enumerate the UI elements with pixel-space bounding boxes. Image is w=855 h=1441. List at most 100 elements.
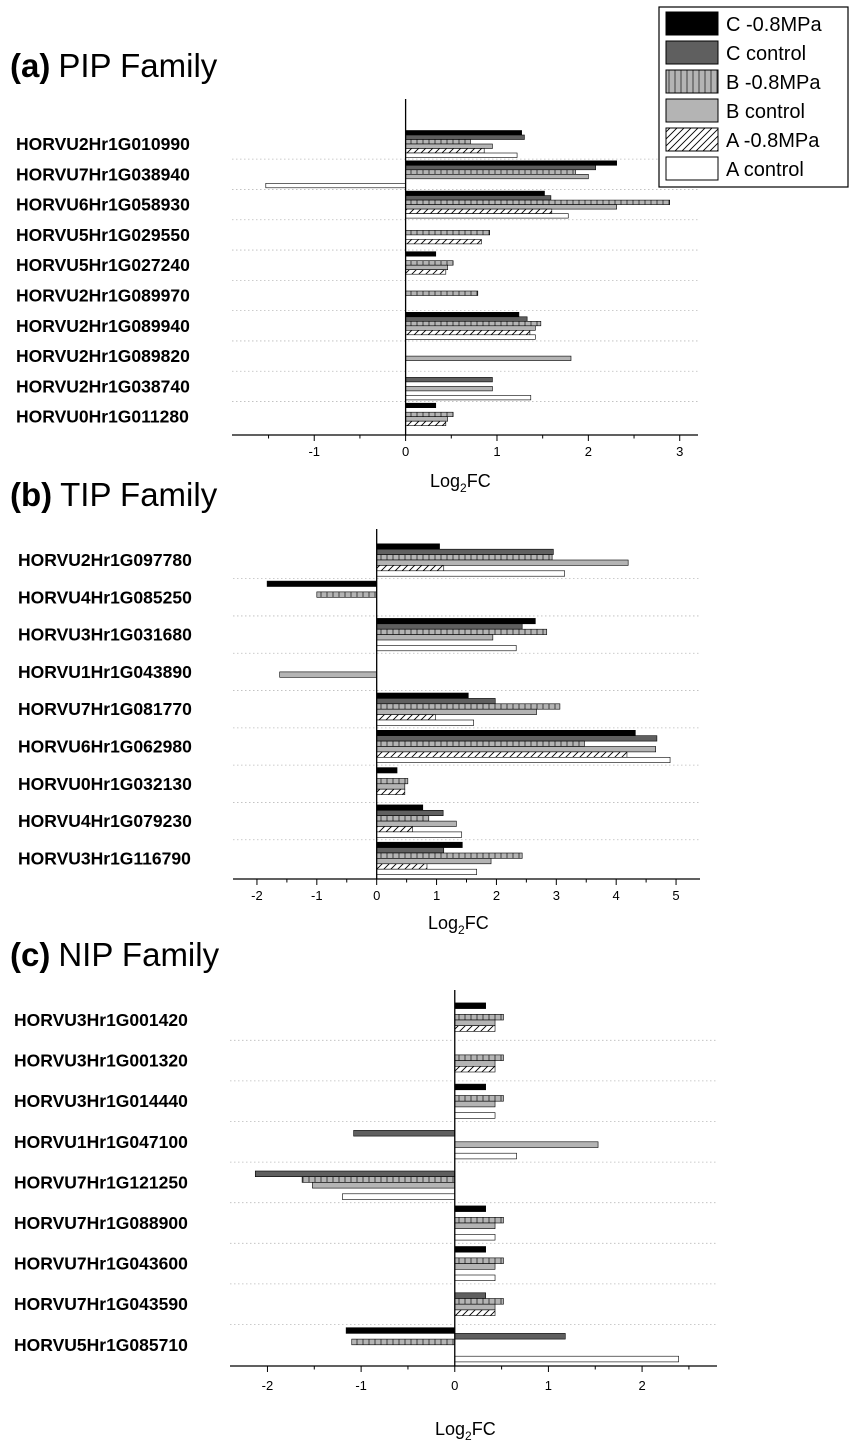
bar-b-stress	[376, 852, 523, 859]
bar-a-stress	[405, 239, 482, 245]
bar-b-stress	[454, 1257, 504, 1264]
bar-c-control	[405, 195, 552, 201]
legend-label: A control	[726, 159, 804, 181]
legend-swatch-b-stress	[665, 69, 719, 94]
legend-label: B control	[726, 101, 805, 123]
bar-a-stress	[376, 863, 428, 870]
gene-label: HORVU3Hr1G001320	[14, 1051, 188, 1071]
bar-c-stress	[376, 767, 398, 774]
gene-label: HORVU5Hr1G085710	[14, 1335, 188, 1355]
x-tick-label: 3	[676, 444, 683, 459]
bar-b-stress	[376, 778, 409, 785]
x-tick-label: 1	[545, 1378, 552, 1393]
bar-a-control	[454, 1152, 517, 1160]
bar-c-control	[376, 735, 658, 742]
bar-a-control	[376, 868, 477, 875]
legend-swatch-b-control	[665, 98, 719, 123]
x-axis-label: Log2FC	[430, 471, 491, 495]
bar-b-control	[405, 143, 493, 149]
bar-c-stress	[405, 311, 520, 318]
bar-c-stress	[376, 543, 440, 550]
gene-label: HORVU3Hr1G116790	[18, 848, 191, 868]
bar-a-control	[454, 1112, 496, 1119]
gene-label: HORVU7Hr1G038940	[16, 164, 190, 184]
bar-a-control	[376, 719, 474, 726]
x-tick-label: 1	[433, 888, 440, 903]
bar-c-stress	[376, 841, 463, 848]
bar-a-control	[405, 395, 532, 401]
bar-a-control	[405, 152, 518, 158]
bar-b-control	[405, 264, 448, 271]
bar-a-control	[454, 1355, 679, 1363]
bar-a-stress	[376, 788, 406, 795]
bar-a-stress	[454, 1309, 496, 1316]
bar-c-stress	[405, 190, 545, 196]
bar-a-stress	[405, 269, 447, 275]
legend-label: C control	[726, 43, 806, 65]
bar-b-control	[454, 1019, 496, 1026]
gene-label: HORVU6Hr1G062980	[18, 737, 192, 757]
bar-c-control	[454, 1333, 566, 1340]
bar-b-control	[376, 708, 537, 715]
x-tick-label: 2	[493, 888, 500, 903]
x-tick-label: 4	[613, 888, 620, 903]
bar-b-control	[454, 1100, 496, 1108]
bar-c-stress	[376, 729, 636, 736]
x-axis-label: Log2FC	[428, 913, 489, 937]
bar-a-stress	[376, 565, 445, 572]
gene-label: HORVU3Hr1G014440	[14, 1091, 188, 1111]
bar-a-stress	[376, 751, 628, 758]
bar-a-stress	[454, 1066, 496, 1073]
gene-label: HORVU7Hr1G081770	[18, 699, 192, 719]
bar-c-control	[353, 1130, 456, 1137]
panel-a-pip-chart: HORVU2Hr1G010990 HORVU7Hr1G038940 HORVU6Hr…	[16, 99, 698, 495]
bar-b-control	[454, 1263, 496, 1270]
gene-label: HORVU1Hr1G047100	[14, 1132, 188, 1152]
bar-c-stress	[454, 1083, 486, 1091]
gene-label: HORVU1Hr1G043890	[18, 662, 192, 682]
bar-b-stress	[454, 1217, 504, 1224]
gene-label: HORVU2Hr1G089820	[16, 346, 190, 366]
bar-b-stress	[454, 1298, 504, 1305]
panel-c-nip-chart: HORVU3Hr1G001420 HORVU3Hr1G001320 HORVU3Hr…	[14, 990, 717, 1441]
bar-b-control	[405, 325, 536, 331]
gene-label: HORVU3Hr1G031680	[18, 625, 192, 645]
bar-c-stress	[376, 804, 424, 811]
gene-label: HORVU0Hr1G032130	[18, 774, 192, 794]
bar-c-control	[376, 548, 554, 555]
bar-c-control	[405, 134, 525, 140]
legend-label: B -0.8MPa	[726, 72, 821, 94]
bar-b-stress	[405, 260, 454, 266]
bar-b-control	[376, 858, 492, 865]
gene-label: HORVU2Hr1G038740	[16, 376, 190, 396]
x-tick-label: -1	[311, 888, 323, 903]
bar-a-control	[342, 1193, 456, 1200]
bar-b-stress	[454, 1095, 504, 1102]
bar-a-stress	[405, 329, 531, 336]
bar-b-stress	[316, 591, 377, 598]
gene-label: HORVU7Hr1G043590	[14, 1294, 188, 1314]
gene-label: HORVU5Hr1G027240	[16, 255, 190, 275]
bar-c-stress	[405, 130, 522, 136]
panel-b-tip-chart: HORVU2Hr1G097780 HORVU4Hr1G085250 HORVU3Hr…	[18, 529, 700, 937]
bar-b-control	[376, 746, 656, 753]
x-axis-label: Log2FC	[435, 1419, 496, 1441]
gene-label: HORVU4Hr1G079230	[18, 811, 192, 831]
bar-a-control	[265, 183, 406, 189]
bar-a-stress	[376, 714, 436, 721]
x-tick-label: 1	[493, 444, 500, 459]
legend-swatch-a-control	[665, 156, 719, 181]
gene-label: HORVU7Hr1G088900	[14, 1213, 188, 1233]
gene-label: HORVU5Hr1G029550	[16, 225, 190, 245]
x-tick-label: 0	[451, 1378, 458, 1393]
legend: C -0.8MPa C control B -0.8MPa B control A -0…	[658, 6, 849, 188]
bar-b-control	[376, 634, 494, 641]
bar-b-control	[376, 783, 406, 790]
bar-b-stress	[405, 230, 490, 236]
bar-a-control	[405, 213, 569, 219]
bar-c-stress	[405, 402, 437, 409]
panel-b-title: (b) TIP Family	[10, 476, 218, 513]
bar-a-control	[454, 1234, 496, 1241]
bar-c-stress	[405, 251, 437, 257]
